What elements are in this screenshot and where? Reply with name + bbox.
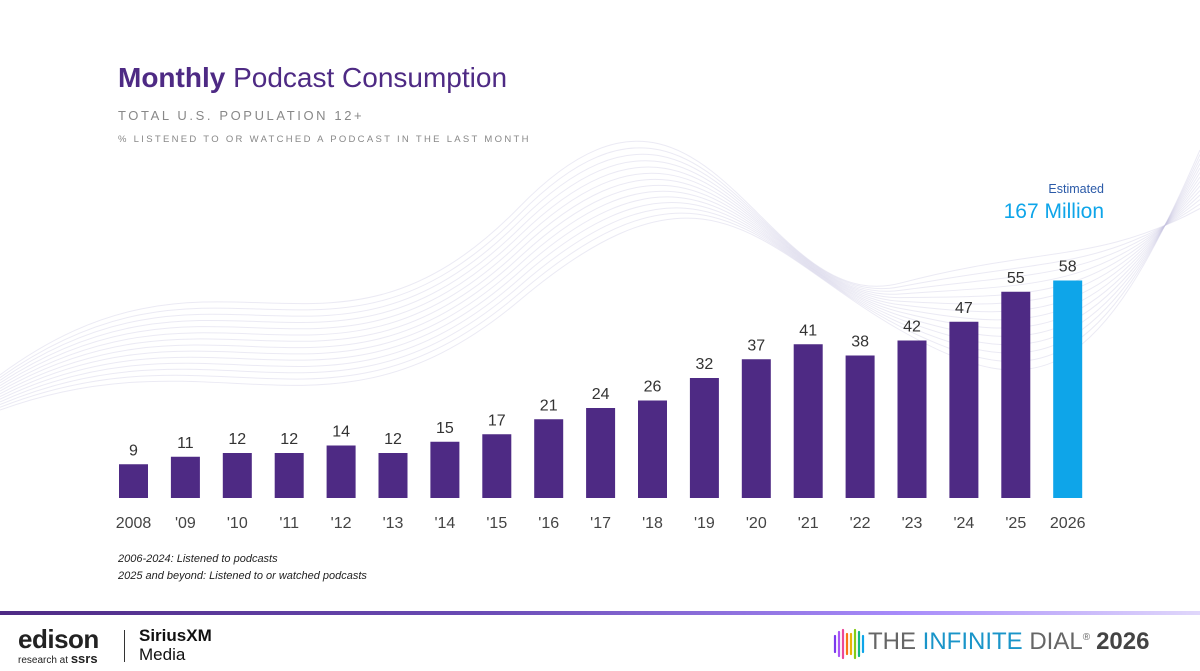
value-label: 26 [644,379,662,396]
value-labels-group: 9 11 12 12 14 12 15 17 21 24 26 32 37 41 38 42 47 55 58 [129,259,1077,460]
estimated-label: Estimated [1048,182,1104,196]
bar [1001,291,1031,498]
background-wave [0,172,1200,397]
bar [586,408,616,498]
value-label: 11 [177,435,194,452]
value-label: 12 [384,431,402,448]
background-wave [0,153,1200,381]
background-wave [0,140,1200,376]
background-wave [0,167,1200,400]
footnote-2: 2025 and beyond: Listened to or watched … [118,570,367,582]
x-tick-label: '25 [1005,515,1026,532]
footnote-1: 2006-2024: Listened to podcasts [118,553,278,565]
infinite-dial-icon [833,628,865,660]
x-tick-label: '14 [434,515,455,532]
logo-divider [124,630,125,662]
value-label: 9 [129,442,138,459]
x-tick-label: '24 [953,515,974,532]
bar [741,359,771,498]
background-wave [0,147,1200,379]
x-tick-label: '23 [902,515,923,532]
chart: 9 11 12 12 14 12 15 17 21 24 26 32 37 41 38 42 47 55 58 20… [0,140,1200,532]
media-label: Media [139,645,186,664]
infinite-dial-wordmark: THE INFINITE DIAL® 2026 [868,628,1149,656]
bar [430,441,460,498]
bar [534,419,564,498]
value-label: 58 [1059,259,1077,276]
x-tick-label: '18 [642,515,663,532]
research-prefix: research at [18,655,71,666]
x-tick-label: '09 [175,515,196,532]
x-tick-label: '22 [850,515,871,532]
x-tick-label: '13 [383,515,404,532]
x-tick-label: '11 [279,515,299,532]
footer-gradient-bar [0,611,1200,615]
bar [119,464,148,498]
subtitle-detail: % LISTENED TO OR WATCHED A PODCAST IN TH… [118,134,531,145]
footnotes: 2006-2024: Listened to podcasts 2025 and… [118,551,367,585]
value-label: 41 [799,322,817,339]
siriusxm-logo: SiriusXM [139,626,212,645]
bar [274,453,304,498]
estimated-value: 167 Million [1003,200,1104,223]
value-label: 21 [540,397,558,414]
x-tick-labels-group: 2008 '09 '10 '11 '12 '13 '14 '15 '16 '17 '18 '19 '20… [116,515,1086,532]
background-wave [0,176,1200,395]
value-label: 17 [488,412,506,429]
x-tick-label: '21 [798,515,819,532]
background-wave [0,149,1200,411]
background-wave [0,178,1200,392]
subtitle: TOTAL U.S. POPULATION 12+ [118,108,365,123]
bar [793,344,823,498]
value-label: 38 [851,334,869,351]
bar [949,321,979,498]
x-tick-label: 2008 [116,515,152,532]
x-tick-label: '10 [227,515,248,532]
page-title: Monthly Podcast Consumption [118,62,507,94]
bar [378,453,408,498]
bar [897,340,927,498]
x-tick-label: '19 [694,515,715,532]
bar [845,355,875,498]
bar [170,456,200,498]
dial-rest: DIAL [1022,628,1083,655]
background-wave [0,158,1200,406]
x-tick-label: 2026 [1050,515,1086,532]
background-waves [0,140,1200,411]
value-label: 32 [696,356,714,373]
title-bold: Monthly [118,62,226,93]
title-rest: Podcast Consumption [225,62,508,93]
x-tick-label: '17 [590,515,611,532]
bar [689,378,719,498]
background-wave [0,160,1200,384]
value-label: 42 [903,319,921,336]
value-label: 24 [592,386,610,403]
x-tick-label: '20 [746,515,767,532]
x-tick-label: '16 [538,515,559,532]
bar [222,453,252,498]
value-label: 14 [332,424,350,441]
dial-infinite: INFINITE [922,628,1023,655]
ssrs-brand: ssrs [70,651,98,666]
value-label: 55 [1007,270,1025,287]
background-wave [0,154,1200,408]
background-wave [0,163,1200,403]
bar [638,400,667,498]
bar [1053,280,1083,498]
value-label: 37 [747,337,765,354]
dial-the: THE [868,628,923,655]
edison-logo: edison [18,624,99,654]
dial-reg: ® [1082,632,1091,643]
value-label: 12 [228,431,246,448]
bar [326,445,356,498]
bar [482,434,512,498]
value-label: 47 [955,300,973,317]
research-at-ssrs: research at ssrs [18,651,98,666]
dial-year: 2026 [1096,628,1150,655]
x-tick-label: '15 [486,515,507,532]
x-tick-label: '12 [331,515,352,532]
bars-group [119,280,1083,498]
value-label: 15 [436,420,454,437]
value-label: 12 [280,431,298,448]
